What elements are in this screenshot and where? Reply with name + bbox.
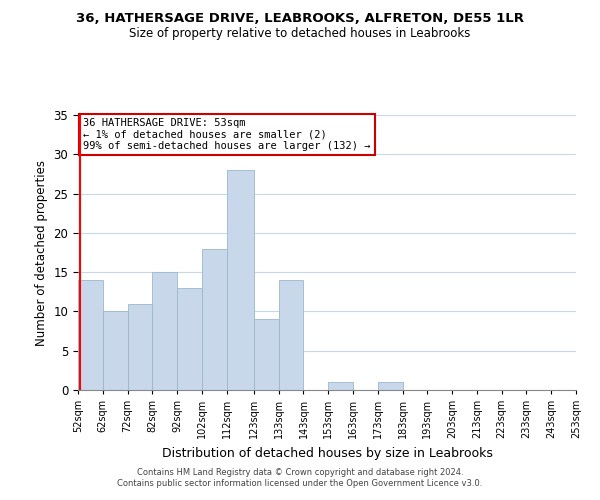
Bar [278,280,304,390]
Bar [227,170,254,390]
Bar [152,272,177,390]
Text: 36, HATHERSAGE DRIVE, LEABROOKS, ALFRETON, DE55 1LR: 36, HATHERSAGE DRIVE, LEABROOKS, ALFRETO… [76,12,524,26]
Bar [378,382,403,390]
Bar [128,304,152,390]
Bar [78,280,103,390]
Bar [254,320,278,390]
Text: Contains HM Land Registry data © Crown copyright and database right 2024.
Contai: Contains HM Land Registry data © Crown c… [118,468,482,487]
Text: Size of property relative to detached houses in Leabrooks: Size of property relative to detached ho… [130,28,470,40]
Bar [177,288,202,390]
Bar [328,382,353,390]
Text: 36 HATHERSAGE DRIVE: 53sqm
← 1% of detached houses are smaller (2)
99% of semi-d: 36 HATHERSAGE DRIVE: 53sqm ← 1% of detac… [83,118,370,151]
X-axis label: Distribution of detached houses by size in Leabrooks: Distribution of detached houses by size … [161,446,493,460]
Bar [103,312,128,390]
Y-axis label: Number of detached properties: Number of detached properties [35,160,48,346]
Bar [202,248,227,390]
